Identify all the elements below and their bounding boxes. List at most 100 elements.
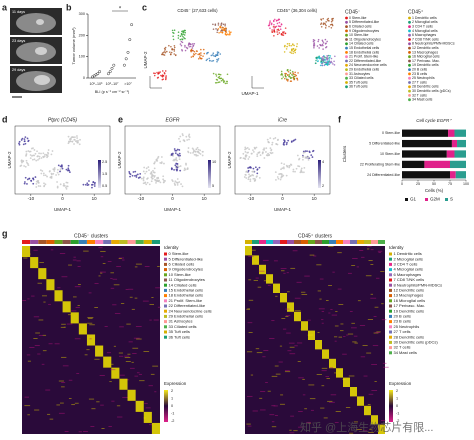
cell-dot — [154, 72, 156, 75]
heatmap-noise — [144, 402, 148, 404]
cell-dot — [219, 31, 222, 33]
heatmap-noise — [76, 260, 81, 262]
cell-dot — [245, 155, 247, 158]
cell-dot — [318, 47, 320, 49]
cell-dot — [179, 38, 182, 41]
heatmap-noise — [348, 375, 355, 377]
heatmap-block — [78, 323, 87, 335]
heatmap-noise — [48, 343, 53, 345]
legend-item: 15 Endothelial cells — [349, 46, 379, 50]
cell-dot — [269, 27, 271, 29]
heatmap-noise — [86, 349, 90, 351]
heatmap-noise — [271, 320, 275, 322]
heatmap-noise — [23, 257, 28, 259]
colorbar — [164, 390, 168, 422]
cell-dot — [292, 74, 294, 76]
cell-dot — [86, 182, 89, 185]
heatmap-noise — [110, 287, 115, 289]
cell-dot — [140, 177, 143, 180]
cell-dot — [272, 137, 275, 140]
cell-dot — [55, 174, 58, 176]
cell-dot — [176, 162, 178, 165]
cluster-strip — [135, 240, 144, 244]
bar-segment — [455, 171, 466, 179]
cell-dot — [35, 182, 38, 185]
panel-label: f — [338, 114, 342, 124]
heatmap-noise — [334, 422, 339, 423]
cell-dot — [286, 45, 288, 48]
cell-dot — [150, 180, 153, 183]
timepoint: 23 days — [12, 39, 25, 43]
heatmap-noise — [28, 253, 31, 255]
cluster-strip — [127, 240, 136, 244]
heatmap-noise — [47, 413, 51, 415]
cell-dot — [184, 168, 187, 171]
heatmap-noise — [73, 256, 76, 258]
cluster-strip — [287, 240, 294, 244]
cell-dot — [43, 184, 46, 187]
heatmap-noise — [129, 296, 133, 298]
panel-label: b — [66, 2, 72, 12]
cell-dot — [162, 51, 165, 54]
heatmap-noise — [328, 401, 335, 403]
heatmap-title: CD45⁺ clusters — [298, 233, 333, 239]
cell-dot — [173, 53, 176, 55]
cell-dot — [212, 72, 215, 75]
y-tick-label: 100 — [79, 55, 85, 59]
legend-item: 6 Macrophages — [394, 272, 422, 277]
cell-dot — [218, 77, 221, 80]
cell-dot — [50, 177, 53, 179]
legend-item: 22 Differentiated-like — [349, 59, 381, 63]
heatmap-noise — [126, 323, 131, 325]
heatmap-noise — [294, 345, 298, 347]
legend-item: 10 Stem-like — [349, 33, 369, 37]
bar-segment — [402, 171, 450, 179]
cell-dot — [256, 175, 258, 178]
cell-dot — [82, 183, 85, 186]
cell-dot — [38, 157, 41, 160]
heatmap-noise — [152, 365, 159, 367]
cell-dot — [221, 28, 223, 30]
cell-dot — [41, 170, 44, 172]
cell-dot — [333, 64, 336, 66]
heatmap-noise — [135, 326, 142, 327]
cell-dot — [153, 162, 156, 165]
legend-item: 33 Ciliated cells — [349, 76, 374, 80]
heatmap-noise — [294, 297, 301, 299]
cell-dot — [269, 20, 271, 22]
legend-swatch — [164, 252, 167, 256]
legend-item: 2 Microglial cells — [412, 20, 438, 24]
cell-dot — [181, 133, 184, 135]
cell-dot — [326, 56, 328, 59]
cell-dot — [153, 171, 156, 174]
cell-dot — [43, 182, 45, 185]
cell-dot — [36, 155, 39, 158]
heatmap-noise — [83, 431, 88, 432]
heatmap-noise — [246, 423, 251, 425]
heatmap-noise — [308, 384, 315, 386]
colorbar — [208, 160, 211, 188]
heatmap-noise — [365, 275, 372, 277]
cell-dot — [193, 42, 196, 45]
cell-dot — [181, 34, 183, 36]
cell-dot — [172, 38, 175, 41]
heatmap-noise — [39, 262, 44, 263]
cell-dot — [134, 170, 137, 173]
cluster-strip — [78, 240, 87, 244]
cell-dot — [215, 75, 218, 77]
cell-dot — [244, 158, 247, 160]
x-tick-label: 10 — [312, 196, 318, 201]
cell-dot — [229, 32, 231, 34]
cell-dot — [299, 171, 302, 174]
cell-dot — [18, 140, 21, 143]
heatmap-noise — [289, 429, 292, 431]
cell-dot — [293, 44, 295, 47]
cell-dot — [291, 49, 293, 52]
cell-dot — [131, 174, 134, 177]
cell-dot — [216, 60, 218, 63]
cell-dot — [281, 72, 283, 75]
cell-dot — [164, 180, 166, 182]
cell-dot — [296, 77, 298, 80]
cell-dot — [316, 56, 318, 59]
cluster-strip — [252, 240, 259, 244]
